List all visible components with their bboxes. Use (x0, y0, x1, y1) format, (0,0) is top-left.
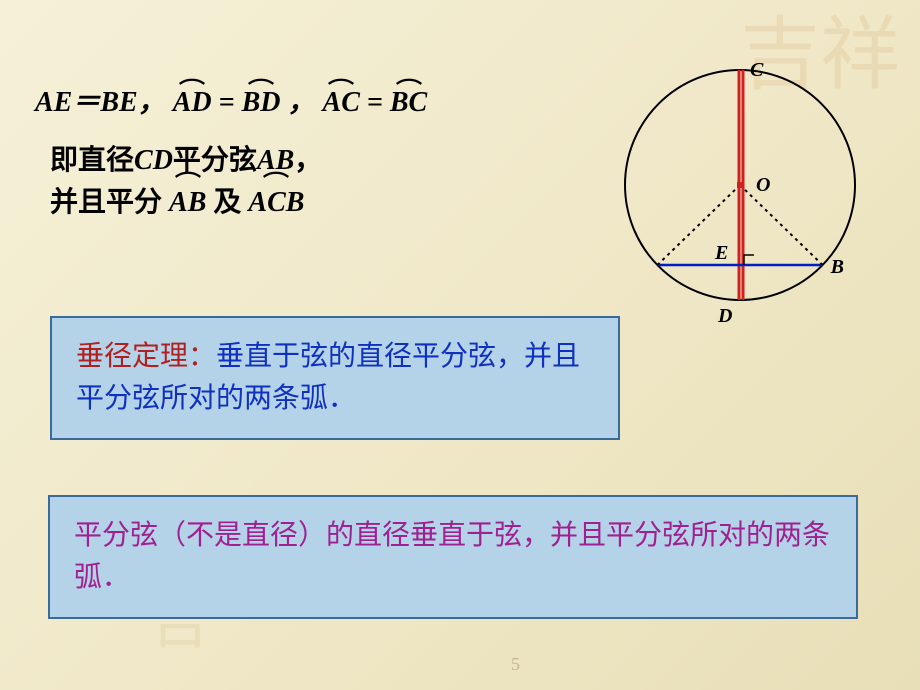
theorem1-name: 垂径定理： (76, 341, 216, 372)
arc-bc: BC (390, 87, 427, 119)
page-number: 5 (511, 654, 520, 675)
svg-text:D: D (717, 305, 732, 327)
comma-1: ， (288, 87, 316, 118)
theorem2-body: 平分弦（不是直径）的直径垂直于弦，并且平分弦所对的两条弧． (74, 520, 830, 593)
theorem-box-1: 垂径定理：垂直于弦的直径平分弦，并且平分弦所对的两条弧． (50, 316, 620, 440)
t2arc2: ACB (248, 182, 304, 224)
t2arc1: AB (169, 182, 206, 224)
theorem-box-2: 平分弦（不是直径）的直径垂直于弦，并且平分弦所对的两条弧． (48, 495, 858, 619)
eq-sign-2: = (367, 87, 390, 118)
eq-ae-be: AE＝BE， (35, 87, 166, 118)
eq-sign-1: = (219, 87, 242, 118)
explanation-line2: 并且平分 AB 及 ACB (50, 182, 322, 224)
explanation-text: 即直径CD平分弦AB， 并且平分 AB 及 ACB (50, 140, 322, 224)
arc-ad: AD (173, 87, 212, 119)
svg-text:B: B (830, 256, 844, 278)
arc-ac: AC (323, 87, 360, 119)
t2b: 及 (206, 187, 248, 218)
t1cd: CD (134, 145, 173, 176)
equation-line: AE＝BE， AD = BD ， AC = BC (35, 80, 427, 120)
arc-bd: BD (242, 87, 281, 119)
t2a: 并且平分 (50, 187, 169, 218)
svg-text:E: E (714, 242, 728, 264)
t1a: 即直径 (50, 145, 134, 176)
circle-diagram: C O E B D (620, 40, 880, 350)
t1c: ， (294, 145, 322, 176)
svg-text:O: O (756, 174, 770, 196)
svg-text:C: C (750, 59, 764, 81)
